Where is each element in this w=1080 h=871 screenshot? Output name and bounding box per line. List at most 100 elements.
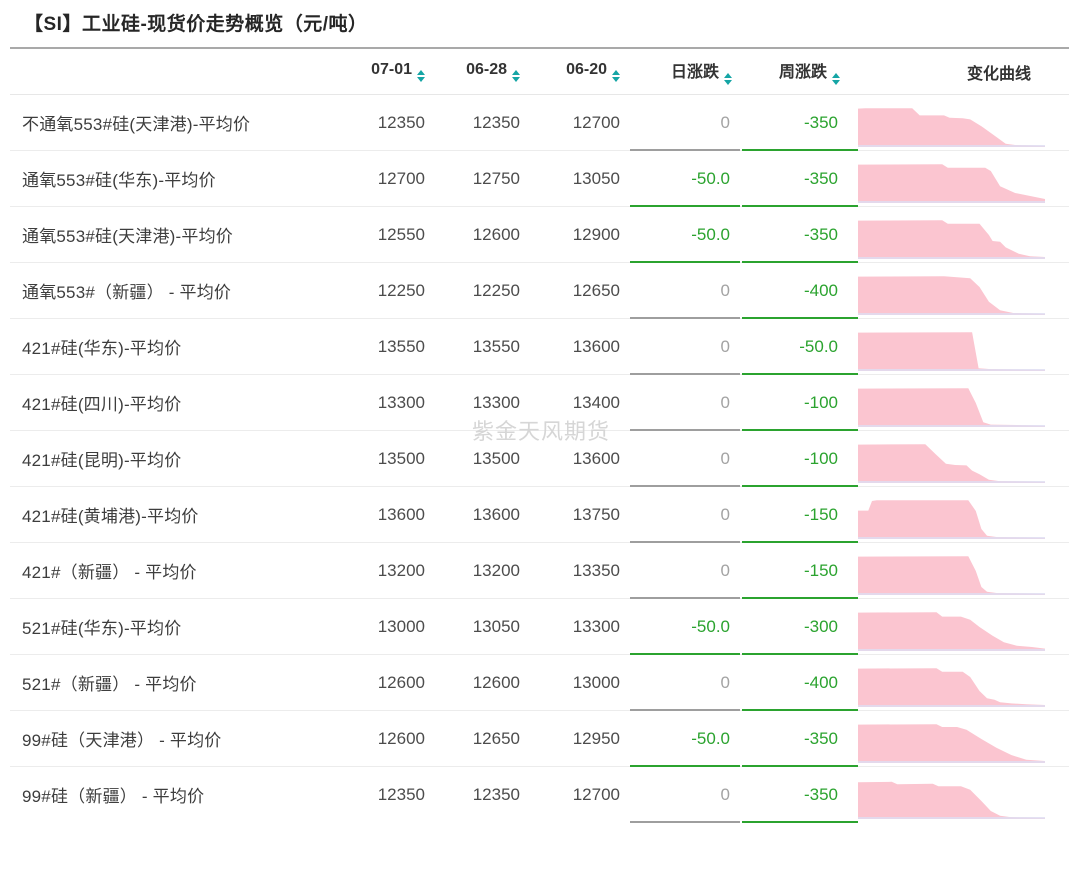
sparkline-cell bbox=[858, 263, 1069, 319]
row-label: 421#硅(昆明)-平均价 bbox=[10, 431, 342, 487]
weekly-change-value: -100 bbox=[740, 431, 858, 487]
price-0628: 13600 bbox=[427, 487, 522, 543]
sparkline-cell bbox=[858, 207, 1069, 263]
column-header-daily-change[interactable]: 日涨跌 bbox=[622, 49, 740, 95]
table-row: 521#硅(华东)-平均价 13000 13050 13300 -50.0 -3… bbox=[10, 599, 1069, 655]
table-row: 421#硅(华东)-平均价 13550 13550 13600 0 -50.0 bbox=[10, 319, 1069, 375]
price-0628: 12600 bbox=[427, 207, 522, 263]
sparkline-chart bbox=[858, 219, 1045, 259]
column-header-trend-curve: 变化曲线 bbox=[858, 49, 1069, 95]
weekly-change-value: -150 bbox=[740, 487, 858, 543]
sparkline-chart bbox=[858, 781, 1045, 819]
price-0628: 13050 bbox=[427, 599, 522, 655]
price-0620: 12900 bbox=[522, 207, 622, 263]
price-0628: 13500 bbox=[427, 431, 522, 487]
sort-icon[interactable] bbox=[724, 73, 732, 85]
row-label: 99#硅（新疆） - 平均价 bbox=[22, 787, 205, 806]
row-label: 不通氧553#硅(天津港)-平均价 bbox=[10, 95, 342, 151]
daily-change-value: 0 bbox=[622, 95, 740, 151]
spot-price-table: 07-01 06-28 06-20 日涨跌 周涨跌 变化曲线 不通氧553#硅(… bbox=[10, 49, 1069, 823]
table-row: 421#（新疆） - 平均价 13200 13200 13350 0 -150 bbox=[10, 543, 1069, 599]
sparkline-chart bbox=[858, 555, 1045, 595]
price-0701: 12700 bbox=[342, 151, 427, 207]
price-0701: 13300 bbox=[342, 375, 427, 431]
sparkline-chart bbox=[858, 275, 1045, 315]
daily-change-value: 0 bbox=[622, 767, 740, 823]
sparkline-cell bbox=[858, 487, 1069, 543]
price-0701: 12250 bbox=[342, 263, 427, 319]
price-0620: 13350 bbox=[522, 543, 622, 599]
column-header-0701[interactable]: 07-01 bbox=[342, 49, 427, 95]
price-0701: 13200 bbox=[342, 543, 427, 599]
table-row: 421#硅(昆明)-平均价 13500 13500 13600 0 -100 bbox=[10, 431, 1069, 487]
weekly-change-value: -150 bbox=[740, 543, 858, 599]
column-header-0628[interactable]: 06-28 bbox=[427, 49, 522, 95]
price-0628: 12600 bbox=[427, 655, 522, 711]
sort-icon[interactable] bbox=[417, 70, 425, 82]
sparkline-chart bbox=[858, 499, 1045, 539]
price-0620: 12700 bbox=[522, 95, 622, 151]
sparkline-chart bbox=[858, 107, 1045, 147]
column-header-label: 07-01 bbox=[371, 61, 412, 78]
weekly-change-value: -350 bbox=[740, 711, 858, 767]
sparkline-cell bbox=[858, 431, 1069, 487]
price-0620: 12950 bbox=[522, 711, 622, 767]
daily-change-value: 0 bbox=[622, 319, 740, 375]
daily-change-value: -50.0 bbox=[622, 151, 740, 207]
row-label: 521#（新疆） - 平均价 bbox=[10, 655, 342, 711]
daily-change-value: 0 bbox=[622, 431, 740, 487]
daily-change-value: 0 bbox=[622, 655, 740, 711]
daily-change-value: -50.0 bbox=[622, 207, 740, 263]
sparkline-chart bbox=[858, 387, 1045, 427]
column-header-label: 06-28 bbox=[466, 61, 507, 78]
row-label: 99#硅（天津港） - 平均价 bbox=[10, 711, 342, 767]
sparkline-chart bbox=[858, 443, 1045, 483]
page-title-bar: 【SI】工业硅-现货价走势概览（元/吨） bbox=[10, 0, 1069, 49]
price-0628: 12350 bbox=[427, 95, 522, 151]
price-0620: 13300 bbox=[522, 599, 622, 655]
column-header-label: 06-20 bbox=[566, 61, 607, 78]
sort-icon[interactable] bbox=[512, 70, 520, 82]
column-header-0620[interactable]: 06-20 bbox=[522, 49, 622, 95]
sort-icon[interactable] bbox=[832, 73, 840, 85]
daily-change-value: -50.0 bbox=[622, 711, 740, 767]
table-row: 99#硅（新疆） - 平均价 12350 12350 12700 0 -350 bbox=[10, 767, 1069, 823]
table-row: 421#硅(四川)-平均价 13300 13300 13400 0 -100 bbox=[10, 375, 1069, 431]
sparkline-chart bbox=[858, 667, 1045, 707]
weekly-change-value: -350 bbox=[740, 95, 858, 151]
price-0628: 13200 bbox=[427, 543, 522, 599]
column-header-label: 周涨跌 bbox=[778, 64, 827, 81]
sparkline-cell bbox=[858, 95, 1069, 151]
price-0628: 12750 bbox=[427, 151, 522, 207]
product-column-header bbox=[10, 49, 342, 95]
row-label: 421#（新疆） - 平均价 bbox=[10, 543, 342, 599]
price-0628: 12650 bbox=[427, 711, 522, 767]
price-0701: 12350 bbox=[377, 784, 425, 804]
price-0620: 13750 bbox=[522, 487, 622, 543]
weekly-change-value: -300 bbox=[740, 599, 858, 655]
price-0620: 12700 bbox=[572, 784, 620, 804]
table-row: 通氧553#硅(华东)-平均价 12700 12750 13050 -50.0 … bbox=[10, 151, 1069, 207]
sort-icon[interactable] bbox=[612, 70, 620, 82]
daily-change-value: 0 bbox=[622, 263, 740, 319]
weekly-change-value: -350 bbox=[740, 767, 858, 823]
price-0628: 13550 bbox=[427, 319, 522, 375]
column-header-label: 变化曲线 bbox=[966, 65, 1031, 83]
price-0620: 13000 bbox=[522, 655, 622, 711]
page-title: 【SI】工业硅-现货价走势概览（元/吨） bbox=[24, 14, 368, 35]
sparkline-chart bbox=[858, 611, 1045, 651]
table-row: 通氧553#（新疆） - 平均价 12250 12250 12650 0 -40… bbox=[10, 263, 1069, 319]
price-0620: 13400 bbox=[522, 375, 622, 431]
row-label: 421#硅(华东)-平均价 bbox=[10, 319, 342, 375]
table-row: 不通氧553#硅(天津港)-平均价 12350 12350 12700 0 -3… bbox=[10, 95, 1069, 151]
sparkline-cell bbox=[858, 767, 1069, 823]
row-label: 521#硅(华东)-平均价 bbox=[10, 599, 342, 655]
column-header-weekly-change[interactable]: 周涨跌 bbox=[740, 49, 858, 95]
weekly-change-value: -50.0 bbox=[740, 319, 858, 375]
price-0620: 13600 bbox=[522, 319, 622, 375]
row-label: 421#硅(黄埔港)-平均价 bbox=[10, 487, 342, 543]
weekly-change-value: -350 bbox=[740, 151, 858, 207]
price-0628: 12250 bbox=[427, 263, 522, 319]
sparkline-cell bbox=[858, 375, 1069, 431]
weekly-change-value: -400 bbox=[740, 655, 858, 711]
